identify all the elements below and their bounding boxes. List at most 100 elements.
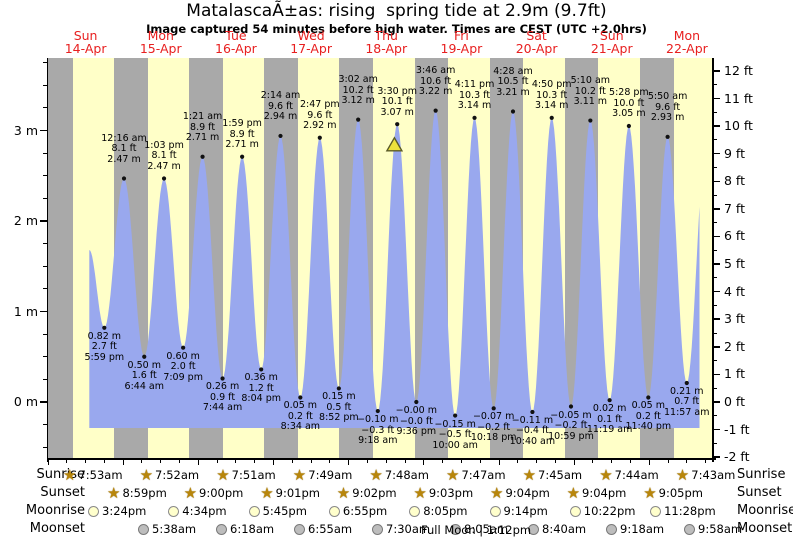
day-label: Wed 17-Apr <box>290 28 332 56</box>
sunrise-star-icon: ★ <box>446 465 460 484</box>
low-tide-dot <box>684 380 689 386</box>
row-label-sunset: Sunset <box>40 485 85 500</box>
high-tide-dot <box>161 176 167 181</box>
sunset-entry: ★ 8:59pm <box>107 485 167 501</box>
moonrise-icon <box>569 505 581 517</box>
left-minor-tick <box>43 152 47 154</box>
sunset-time: 9:01pm <box>275 486 320 500</box>
moonset-icon <box>450 523 461 535</box>
high-tide-dot <box>278 133 283 139</box>
sunset-time: 9:04pm <box>505 486 550 500</box>
high-tide-dot <box>356 117 361 122</box>
low-tide-dot <box>453 413 458 418</box>
moonset-time: 8:05am <box>464 522 509 536</box>
moonrise-time: 9:14pm <box>503 504 548 518</box>
right-major-tick <box>713 346 720 348</box>
sunset-star-icon: ★ <box>413 483 427 502</box>
moonrise-entry: 11:28pm <box>650 503 716 519</box>
high-tide-dot <box>588 118 593 123</box>
right-minor-tick <box>713 111 717 113</box>
left-major-tick <box>40 310 47 313</box>
low-tide-dot <box>336 386 341 391</box>
chart-subtitle: Image captured 54 minutes before high wa… <box>146 22 647 36</box>
row-label-sunrise: Sunrise <box>36 467 85 482</box>
sunrise-time: 7:52am <box>155 468 200 482</box>
sunrise-entry: ★ 7:53am <box>63 467 123 483</box>
moonset-entry: 8:40am <box>528 521 586 537</box>
bottom-minor-tick <box>291 459 293 463</box>
right-axis <box>712 58 714 462</box>
low-tide-dot <box>607 398 612 403</box>
moonset-icon <box>138 523 149 535</box>
high-tide-dot <box>626 123 631 129</box>
right-minor-tick <box>713 387 717 389</box>
low-tide-label: −0.10 m −0.3 ft 9:18 am <box>357 414 399 447</box>
sunrise-time: 7:47am <box>461 468 506 482</box>
sunrise-entry: ★ 7:47am <box>446 467 506 483</box>
day-label: Fri 19-Apr <box>440 28 483 56</box>
moonrise-time: 3:24pm <box>102 504 147 518</box>
right-minor-tick <box>713 84 717 86</box>
sunrise-time: 7:45am <box>538 468 583 482</box>
moonset-entry: 8:05am <box>450 521 508 537</box>
left-axis-label: 2 m <box>13 213 38 228</box>
sunset-entry: ★ 9:04pm <box>490 485 550 501</box>
sunrise-time: 7:51am <box>231 468 276 482</box>
high-tide-label: 3:02 am 10.2 ft 3.12 m <box>338 74 378 107</box>
high-tide-label: 1:03 pm 8.1 ft 2.47 m <box>144 139 184 172</box>
right-minor-tick <box>713 415 717 417</box>
sunrise-entry: ★ 7:52am <box>140 467 200 483</box>
day-label: Thu 18-Apr <box>365 28 408 56</box>
right-axis-label: 6 ft <box>724 228 746 244</box>
low-tide-dot <box>491 406 496 411</box>
sunrise-entry: ★ 7:49am <box>293 467 353 483</box>
bottom-minor-tick <box>686 459 688 463</box>
sunrise-star-icon: ★ <box>675 465 690 484</box>
moonset-icon <box>372 523 383 535</box>
left-minor-tick <box>43 243 47 245</box>
moonrise-icon <box>248 505 260 517</box>
sunrise-time: 7:49am <box>308 468 353 482</box>
row-label-sunset-right: Sunset <box>737 485 782 500</box>
low-tide-label: 0.15 m 0.5 ft 8:52 pm <box>319 391 359 424</box>
moonset-icon <box>216 523 227 535</box>
sunset-entry: ★ 9:03pm <box>413 485 473 501</box>
bottom-major-tick <box>573 459 575 465</box>
left-axis <box>46 58 48 462</box>
high-tide-label: 3:30 pm 10.1 ft 3.07 m <box>377 85 418 118</box>
right-minor-tick <box>713 167 717 169</box>
bottom-minor-tick <box>366 459 368 463</box>
sunrise-star-icon: ★ <box>216 465 230 484</box>
left-major-tick <box>40 401 47 403</box>
right-axis-label: 1 ft <box>724 366 746 382</box>
row-label-moonset: Moonset <box>29 521 85 536</box>
right-major-tick <box>713 456 720 458</box>
low-tide-dot <box>375 408 380 414</box>
bottom-minor-tick <box>517 459 519 463</box>
left-minor-tick <box>43 175 47 177</box>
sunset-star-icon: ★ <box>260 483 274 502</box>
high-tide-label: 5:10 am 10.2 ft 3.11 m <box>570 75 611 108</box>
sunrise-time: 7:43am <box>691 468 736 482</box>
high-tide-label: 1:59 pm 8.9 ft 2.71 m <box>222 118 262 151</box>
moonset-icon <box>528 523 539 535</box>
right-axis-label: 7 ft <box>724 200 746 216</box>
right-minor-tick <box>713 442 717 444</box>
low-tide-label: 0.82 m 2.7 ft 5:59 pm <box>84 330 125 363</box>
low-tide-label: 0.60 m 2.0 ft 7:09 pm <box>163 350 203 383</box>
sunrise-entry: ★ 7:45am <box>523 467 583 483</box>
high-tide-dot <box>665 134 670 139</box>
high-tide-dot <box>433 108 438 113</box>
low-tide-dot <box>646 395 651 400</box>
day-label: Sun 14-Apr <box>64 28 107 56</box>
right-major-tick <box>713 401 720 403</box>
moonset-time: 6:18am <box>230 522 275 536</box>
bottom-minor-tick <box>141 459 143 463</box>
left-minor-tick <box>43 446 47 448</box>
moonset-time: 9:18am <box>620 522 665 536</box>
sunset-star-icon: ★ <box>183 483 198 502</box>
sunset-time: 9:03pm <box>428 486 474 500</box>
moonset-time: 9:58am <box>698 522 743 536</box>
bottom-minor-tick <box>592 459 594 463</box>
